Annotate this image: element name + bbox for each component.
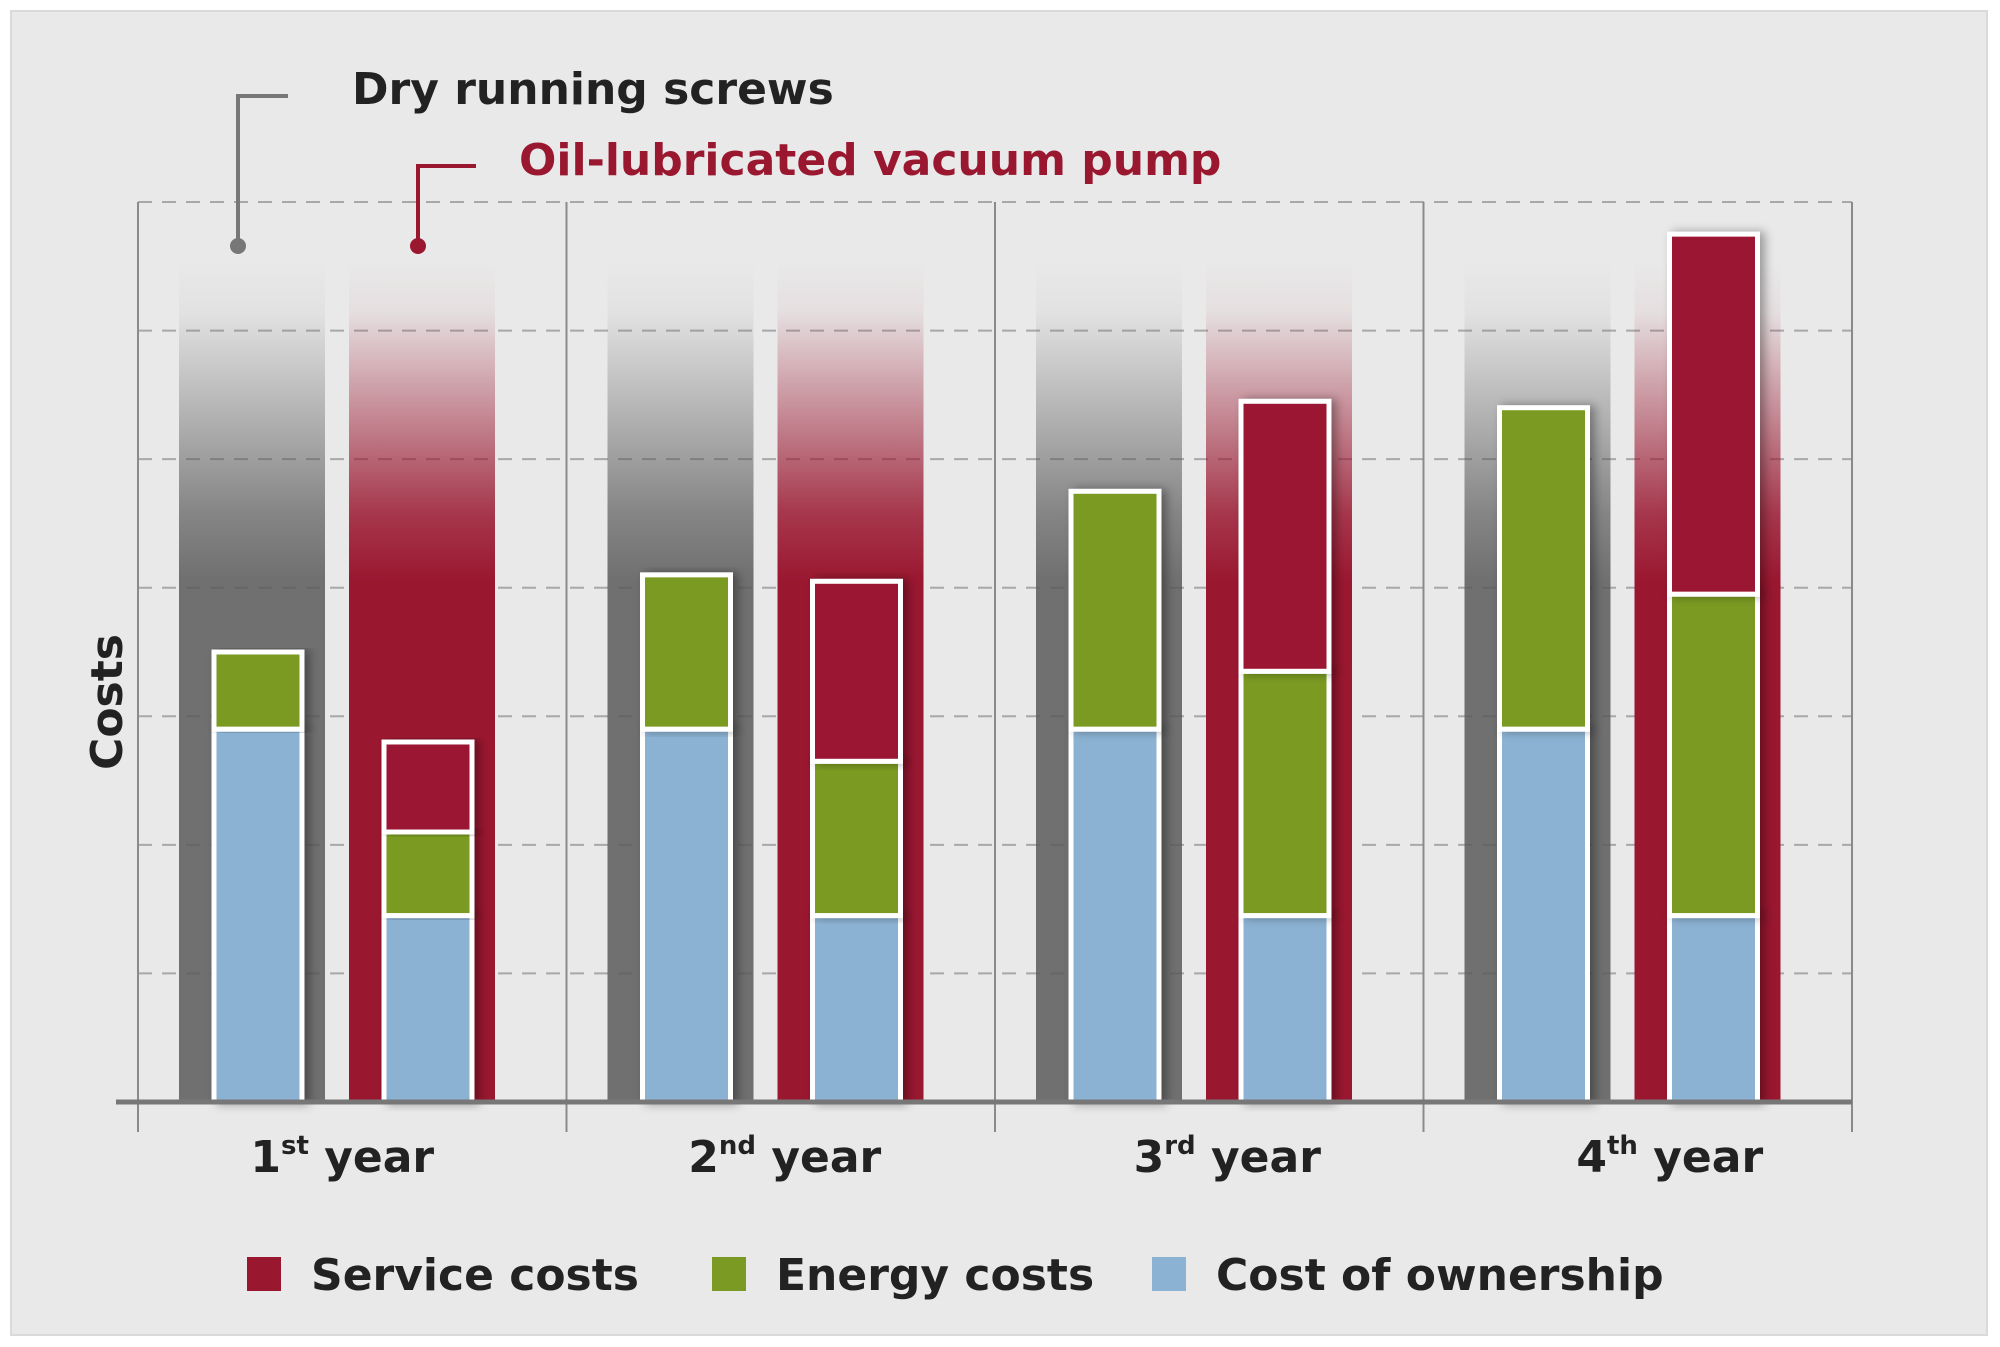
bar-ownership-dry-year-2	[640, 726, 733, 1105]
bar-ownership-oil-year-2	[810, 913, 903, 1105]
legend-label-service: Service costs	[311, 1250, 639, 1301]
bar-ownership-oil-year-1	[381, 913, 475, 1105]
bar-energy-dry-year-1	[211, 649, 305, 732]
x-tick-labels: 1st year 2nd year 3rd year 4th year	[250, 1131, 1763, 1183]
bar-ownership-oil-year-3	[1238, 913, 1332, 1105]
legend-swatch-service	[247, 1257, 281, 1291]
bar-ownership-dry-year-1	[211, 726, 305, 1105]
stacked-bar-chart: Dry running screws Oil-lubricated vacuum…	[82, 64, 1853, 1301]
year-dividers	[137, 202, 1853, 1132]
y-axis-label: Costs	[82, 634, 133, 770]
x-tick-label-year-1: 1st year	[250, 1131, 434, 1183]
group-label-oil-lubricated-vacuum-pump: Oil-lubricated vacuum pump	[519, 135, 1221, 186]
bar-service-oil-year-3	[1238, 398, 1332, 674]
legend: Service costs Energy costs Cost of ownersh…	[247, 1250, 1664, 1301]
stacked-bars	[211, 231, 1760, 1105]
bar-ownership-dry-year-3	[1068, 726, 1162, 1105]
legend-label-energy: Energy costs	[776, 1250, 1094, 1301]
bar-ownership-dry-year-4	[1497, 726, 1590, 1105]
group-label-dry-running-screws: Dry running screws	[352, 64, 834, 115]
bar-energy-dry-year-3	[1068, 488, 1162, 732]
bar-energy-oil-year-1	[381, 829, 475, 919]
x-tick-label-year-3: 3rd year	[1134, 1131, 1322, 1183]
bar-energy-oil-year-4	[1667, 591, 1760, 919]
bar-service-oil-year-1	[381, 739, 475, 835]
x-tick-label-year-4: 4th year	[1576, 1131, 1763, 1183]
dry-screw-callout-dot	[230, 238, 246, 254]
bar-energy-oil-year-2	[810, 758, 903, 919]
dry-screw-callout-line	[236, 94, 288, 244]
legend-label-ownership: Cost of ownership	[1216, 1250, 1664, 1301]
bar-energy-dry-year-2	[640, 572, 733, 732]
chart-frame: Dry running screws Oil-lubricated vacuum…	[10, 10, 1988, 1336]
bar-ownership-oil-year-4	[1667, 913, 1760, 1105]
x-tick-label-year-2: 2nd year	[688, 1131, 881, 1183]
legend-swatch-ownership	[1152, 1257, 1186, 1291]
bar-energy-dry-year-4	[1497, 405, 1590, 732]
oil-pump-callout-line	[416, 164, 476, 244]
oil-pump-callout-dot	[410, 238, 426, 254]
legend-swatch-energy	[712, 1257, 746, 1291]
group-callouts: Dry running screws Oil-lubricated vacuum…	[230, 64, 1221, 254]
bar-service-oil-year-2	[810, 578, 903, 764]
bar-service-oil-year-4	[1667, 231, 1760, 597]
bar-energy-oil-year-3	[1238, 668, 1332, 919]
